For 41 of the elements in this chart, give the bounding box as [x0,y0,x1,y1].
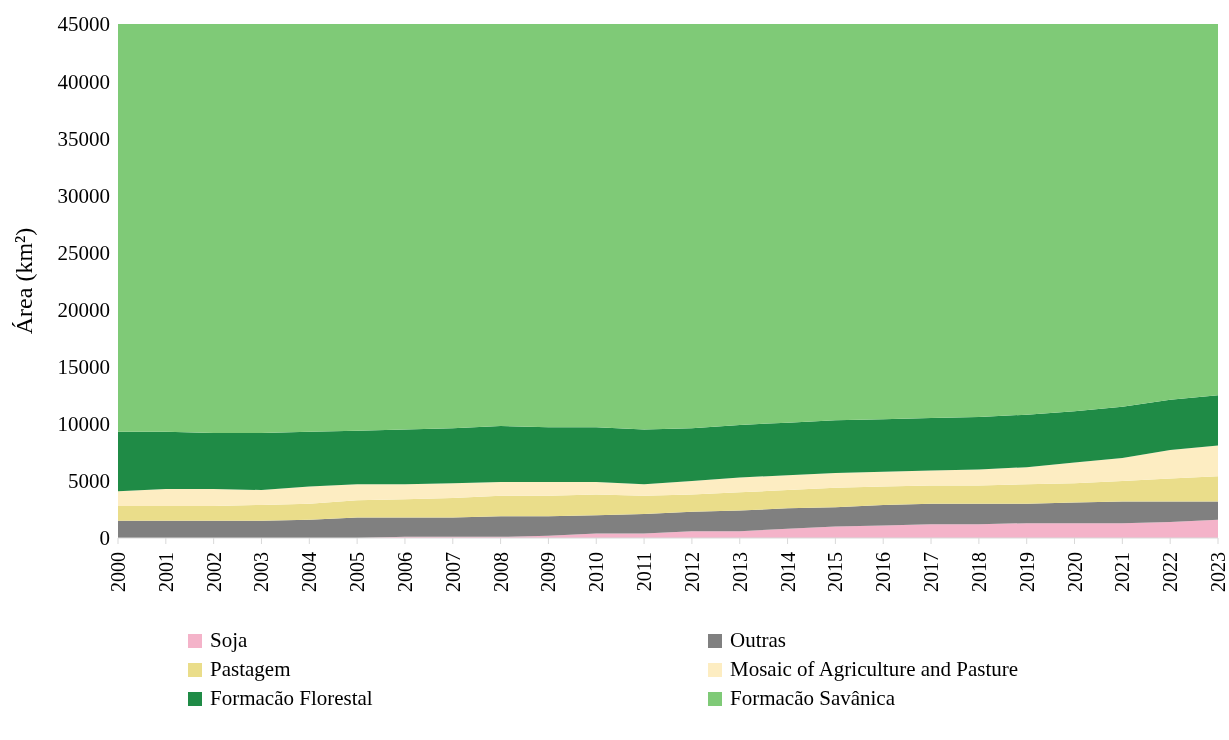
y-tick-label: 10000 [57,412,110,437]
y-tick-label: 25000 [57,240,110,265]
y-axis-title: Área (km²) [10,227,37,335]
x-tick-label: 2000 [107,552,129,592]
y-tick-label: 15000 [57,355,110,380]
x-tick-label: 2009 [537,552,560,592]
y-tick-label: 20000 [57,298,110,323]
x-tick-label: 2022 [1159,552,1182,592]
x-tick-label: 2013 [728,552,751,592]
x-tick-label: 2016 [872,552,895,592]
legend-label: Outras [730,628,786,653]
x-tick-label: 2019 [1015,552,1038,592]
x-tick-label: 2023 [1207,552,1229,592]
y-tick-label: 45000 [57,12,110,37]
x-tick-label: 2004 [298,552,321,592]
x-tick-label: 2014 [776,552,799,592]
y-tick-label: 40000 [57,69,110,94]
x-tick-label: 2010 [585,552,608,592]
x-tick-label: 2012 [680,552,703,592]
x-tick-label: 2001 [154,552,177,592]
x-tick-label: 2011 [633,552,656,592]
y-tick-label: 30000 [57,183,110,208]
x-tick-label: 2008 [489,552,512,592]
legend-label: Pastagem [210,657,291,682]
y-tick-label: 35000 [57,126,110,151]
x-tick-label: 2002 [202,552,225,592]
y-tick-label: 0 [99,526,110,551]
x-tick-label: 2021 [1111,552,1134,592]
x-tick-label: 2005 [346,552,369,592]
x-tick-label: 2017 [920,552,943,592]
x-tick-label: 2020 [1063,552,1086,592]
y-tick-label: 5000 [68,469,110,494]
legend-label: Formacão Florestal [210,686,373,711]
legend-label: Soja [210,628,248,653]
x-tick-label: 2003 [250,552,273,592]
legend-label: Mosaic of Agriculture and Pasture [730,657,1019,682]
legend-label: Formacão Savânica [730,686,896,711]
x-tick-label: 2006 [393,552,416,592]
x-tick-label: 2015 [824,552,847,592]
x-tick-label: 2007 [441,552,464,592]
x-tick-label: 2018 [967,552,990,592]
